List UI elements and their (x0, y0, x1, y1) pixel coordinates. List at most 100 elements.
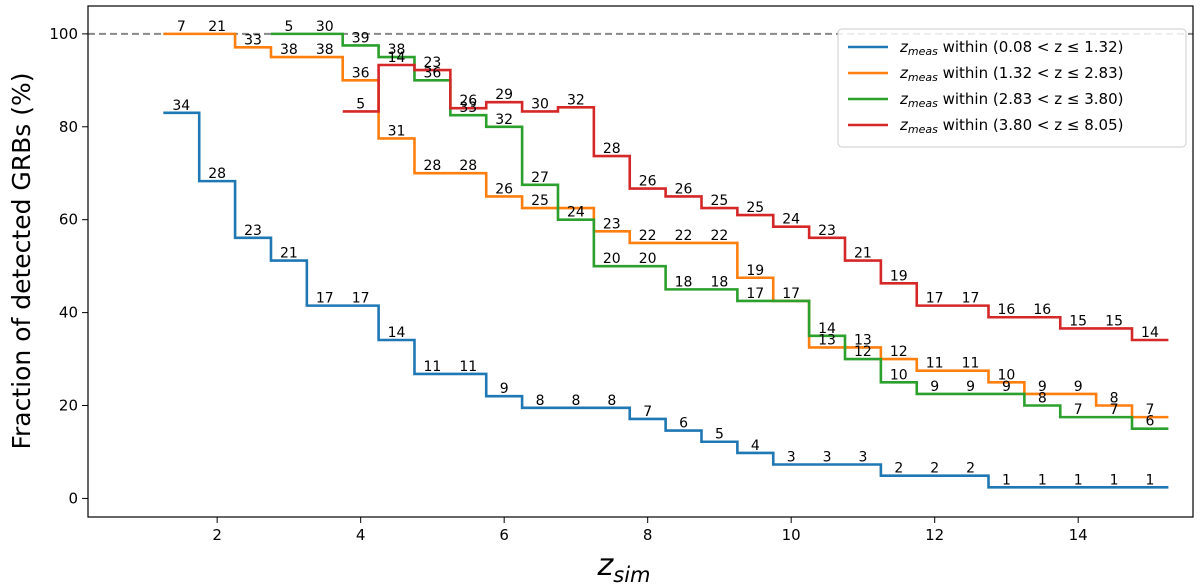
y-tick-label: 100 (49, 25, 78, 43)
data-label: 36 (352, 65, 370, 81)
data-label: 28 (208, 166, 226, 182)
data-label: 17 (782, 286, 800, 302)
data-label: 32 (567, 92, 585, 108)
data-label: 17 (352, 291, 370, 307)
data-label: 21 (854, 246, 872, 262)
data-label: 9 (500, 381, 509, 397)
data-label: 25 (531, 193, 549, 209)
data-label: 1 (1110, 472, 1119, 488)
y-axis-label: Fraction of detected GRBs (%) (7, 72, 36, 449)
data-label: 13 (854, 332, 872, 348)
data-label: 22 (711, 228, 729, 244)
legend: zmeas within (0.08 < z ≤ 1.32) zmeas with… (837, 28, 1187, 148)
data-label: 20 (603, 251, 621, 267)
x-tick-label: 12 (925, 526, 944, 544)
legend-entry-4: zmeas within (3.80 < z ≤ 8.05) (899, 116, 1123, 136)
series-line-3 (270, 32, 1169, 431)
data-label: 8 (1110, 391, 1119, 407)
data-label: 11 (424, 359, 442, 375)
y-tick-label: 0 (68, 489, 78, 507)
data-label: 30 (316, 19, 334, 35)
data-label: 10 (890, 367, 908, 383)
data-label: 3 (787, 450, 796, 466)
x-axis-label: zsim (597, 548, 651, 586)
legend-entry-text: within (2.83 < z ≤ 3.80) (938, 90, 1124, 108)
data-label: 4 (751, 438, 760, 454)
legend-entry-text: within (0.08 < z ≤ 1.32) (938, 38, 1124, 56)
data-label: 10 (998, 367, 1016, 383)
data-label: 23 (244, 223, 262, 239)
x-axis-label-sub: sim (613, 563, 650, 586)
data-label: 9 (1038, 379, 1047, 395)
data-label: 1 (1145, 472, 1154, 488)
data-label: 26 (459, 93, 477, 109)
data-label: 7 (1074, 402, 1083, 418)
x-tick-label: 10 (782, 526, 801, 544)
data-label: 17 (316, 291, 334, 307)
data-label: 23 (424, 55, 442, 71)
data-label: 32 (495, 112, 513, 128)
data-label: 28 (424, 158, 442, 174)
legend-entry-1: zmeas within (0.08 < z ≤ 1.32) (899, 38, 1123, 58)
data-label: 38 (316, 42, 334, 58)
legend-entry-sub: meas (908, 71, 938, 84)
data-label: 7 (1110, 402, 1119, 418)
x-tick-label: 4 (356, 526, 366, 544)
legend-entry-2: zmeas within (1.32 < z ≤ 2.83) (899, 64, 1123, 84)
data-label: 8 (607, 393, 616, 409)
legend-entry-sub: meas (908, 45, 938, 58)
data-label: 20 (639, 251, 657, 267)
data-label: 7 (177, 19, 186, 35)
data-label: 34 (172, 98, 190, 114)
data-label: 25 (746, 200, 764, 216)
data-label: 28 (459, 158, 477, 174)
data-label: 19 (890, 268, 908, 284)
data-label: 8 (1038, 391, 1047, 407)
data-label: 26 (639, 174, 657, 190)
data-label: 19 (746, 263, 764, 279)
data-label: 17 (962, 291, 980, 307)
data-label: 26 (675, 181, 693, 197)
data-label: 30 (531, 96, 549, 112)
x-tick-label: 2 (212, 526, 222, 544)
series-line-4 (342, 63, 1169, 342)
data-label: 1 (1002, 472, 1011, 488)
data-label: 14 (388, 50, 406, 66)
data-label: 33 (459, 100, 477, 116)
data-label: 26 (495, 181, 513, 197)
series-group (163, 32, 1169, 489)
axes-frame (87, 5, 1194, 518)
data-label: 12 (890, 344, 908, 360)
data-label: 7 (643, 404, 652, 420)
data-label: 24 (567, 205, 585, 221)
data-label: 17 (926, 291, 944, 307)
data-label: 11 (926, 356, 944, 372)
data-label: 3 (858, 450, 867, 466)
data-label: 24 (782, 212, 800, 228)
data-label: 22 (639, 228, 657, 244)
data-label: 15 (1105, 313, 1123, 329)
legend-entry-text: within (1.32 < z ≤ 2.83) (938, 64, 1124, 82)
data-label: 38 (280, 42, 298, 58)
data-label: 18 (711, 274, 729, 290)
data-label: 5 (715, 427, 724, 443)
data-label: 9 (1002, 379, 1011, 395)
data-label: 11 (962, 356, 980, 372)
legend-entry-text: within (3.80 < z ≤ 8.05) (938, 116, 1124, 134)
data-label: 16 (998, 302, 1016, 318)
data-label: 2 (966, 461, 975, 477)
data-label: 11 (459, 359, 477, 375)
data-label: 1 (1074, 472, 1083, 488)
legend-entry-sub: meas (908, 123, 938, 136)
data-label: 23 (603, 216, 621, 232)
data-label: 21 (280, 246, 298, 262)
legend-entry-sub: meas (908, 97, 938, 110)
series-line-1 (163, 111, 1169, 489)
data-label: 6 (679, 416, 688, 432)
data-label: 25 (711, 193, 729, 209)
data-label: 8 (536, 393, 545, 409)
data-label: 28 (603, 141, 621, 157)
